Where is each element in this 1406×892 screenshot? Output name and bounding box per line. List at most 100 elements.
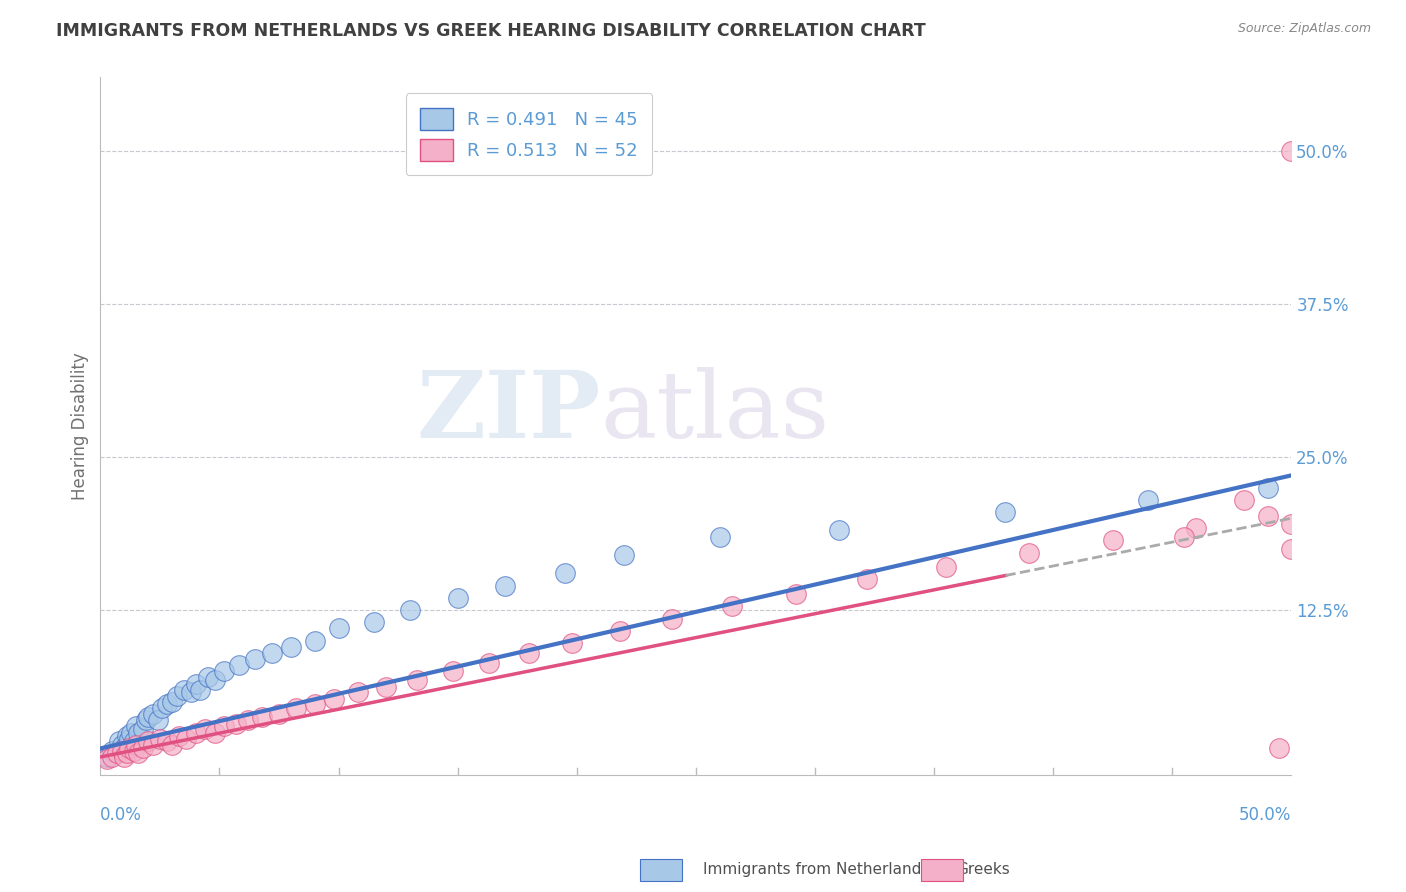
Point (105, 747, 128, 761)
Point (166, 689, 188, 703)
Point (1018, 545, 1040, 559)
Point (243, 652, 266, 666)
Point (194, 722, 217, 736)
Point (118, 741, 141, 756)
Point (180, 685, 202, 699)
Point (115, 729, 138, 743)
Point (173, 682, 195, 697)
Point (1233, 492, 1256, 507)
Point (236, 713, 259, 727)
Point (267, 707, 290, 722)
Point (111, 744, 134, 758)
Legend: R = 0.491   N = 45, R = 0.513   N = 52: R = 0.491 N = 45, R = 0.513 N = 52 (406, 94, 652, 176)
Point (554, 566, 576, 581)
Point (127, 725, 149, 739)
Point (856, 573, 879, 587)
Point (184, 725, 207, 739)
Point (478, 656, 501, 670)
Text: ZIP: ZIP (416, 368, 600, 458)
Point (228, 658, 250, 673)
Point (284, 701, 307, 715)
Point (661, 612, 683, 626)
Point (363, 615, 385, 630)
Point (720, 599, 742, 614)
Point (184, 676, 207, 690)
Point (174, 731, 197, 746)
Point (225, 717, 247, 731)
Point (304, 633, 326, 648)
Text: Source: ZipAtlas.com: Source: ZipAtlas.com (1237, 22, 1371, 36)
Point (828, 524, 851, 538)
Point (441, 665, 464, 679)
Point (136, 709, 159, 723)
Point (197, 670, 219, 684)
Point (785, 587, 807, 601)
Point (104, 747, 127, 761)
Point (212, 719, 235, 733)
Point (446, 591, 468, 605)
Point (127, 747, 149, 761)
Point (122, 734, 145, 748)
Point (609, 624, 631, 638)
Point (346, 685, 368, 699)
Point (517, 646, 540, 660)
Point (118, 731, 141, 746)
Point (112, 741, 135, 756)
Point (399, 603, 422, 617)
Point (406, 673, 429, 687)
Point (125, 719, 148, 733)
Point (101, 750, 124, 764)
Point (156, 734, 179, 748)
Point (96, 750, 118, 764)
Point (136, 734, 159, 748)
Point (935, 560, 957, 574)
Point (252, 709, 274, 723)
Point (204, 725, 226, 739)
Point (304, 698, 326, 712)
Point (112, 750, 135, 764)
Point (108, 734, 131, 748)
Y-axis label: Hearing Disability: Hearing Disability (72, 352, 89, 500)
Point (613, 548, 636, 562)
Point (101, 744, 124, 758)
Point (375, 680, 398, 694)
Point (146, 713, 169, 727)
Point (212, 665, 235, 679)
Point (135, 713, 157, 727)
Point (160, 738, 183, 752)
Point (150, 701, 173, 715)
Point (125, 738, 148, 752)
Point (156, 698, 179, 712)
Text: 50.0%: 50.0% (1239, 806, 1291, 824)
Point (204, 673, 226, 687)
Point (328, 622, 350, 636)
Point (132, 741, 155, 756)
Text: Greeks: Greeks (956, 863, 1010, 877)
Point (709, 530, 731, 544)
Text: IMMIGRANTS FROM NETHERLANDS VS GREEK HEARING DISABILITY CORRELATION CHART: IMMIGRANTS FROM NETHERLANDS VS GREEK HEA… (56, 22, 927, 40)
Point (280, 640, 302, 654)
Point (1185, 521, 1208, 535)
Point (120, 725, 142, 739)
Point (190, 682, 212, 697)
Point (115, 747, 138, 761)
Point (160, 695, 183, 709)
Point (149, 731, 172, 746)
Point (1257, 508, 1279, 523)
Point (494, 578, 516, 592)
Point (122, 744, 145, 758)
Point (1268, 741, 1291, 756)
Point (142, 738, 165, 752)
Point (260, 646, 283, 660)
Point (1279, 541, 1302, 556)
Text: atlas: atlas (600, 368, 830, 458)
Point (1279, 144, 1302, 158)
Point (111, 738, 134, 752)
Point (322, 692, 344, 706)
Text: Immigrants from Netherlands: Immigrants from Netherlands (703, 863, 929, 877)
Text: 0.0%: 0.0% (100, 806, 142, 824)
Point (561, 636, 583, 650)
Point (96, 752, 118, 766)
Point (1101, 533, 1123, 548)
Point (167, 729, 190, 743)
